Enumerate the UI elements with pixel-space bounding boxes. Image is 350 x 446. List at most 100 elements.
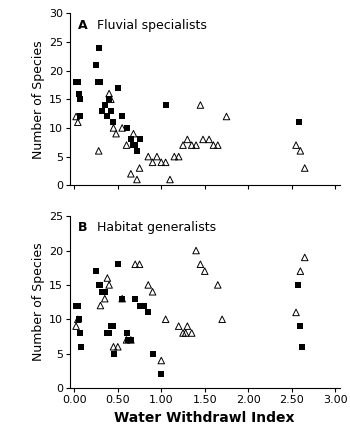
Point [125,336,131,343]
Point [146,309,151,316]
Point [193,141,199,149]
Point [124,330,129,337]
Point [115,84,121,91]
Point [302,254,308,261]
Point [159,357,164,364]
Point [128,336,134,343]
Point [219,316,225,323]
Point [146,153,151,160]
Point [298,322,303,330]
Point [146,281,151,289]
Point [163,316,168,323]
Point [99,288,105,295]
Point [295,281,301,289]
Point [98,78,103,86]
Text: B: B [78,221,88,234]
Point [111,124,116,132]
Point [293,141,299,149]
Point [159,371,164,378]
Point [167,176,173,183]
Point [106,90,112,97]
Point [200,136,206,143]
Point [102,288,107,295]
Point [95,78,100,86]
Y-axis label: Number of Species: Number of Species [32,40,45,159]
Point [102,102,107,109]
Point [183,330,188,337]
Point [128,136,134,143]
Point [299,343,305,351]
Point [96,147,101,154]
Point [150,350,155,357]
Point [119,295,125,302]
Point [76,90,82,97]
Point [108,322,114,330]
Point [202,268,208,275]
Point [96,78,101,86]
Point [98,302,103,309]
Point [298,268,303,275]
Point [98,281,103,289]
Point [296,119,301,126]
Point [163,159,168,166]
Point [293,309,299,316]
Point [115,343,121,351]
Point [99,107,105,114]
Point [128,170,134,178]
Point [180,330,186,337]
Point [159,159,164,166]
Point [184,322,190,330]
Point [75,78,80,86]
Point [73,78,79,86]
Point [73,322,79,330]
Point [184,136,190,143]
Point [150,288,155,295]
Point [124,336,129,343]
X-axis label: Water Withdrawl Index: Water Withdrawl Index [114,410,295,425]
Point [106,330,112,337]
Point [111,119,116,126]
Point [78,343,84,351]
Point [298,147,303,154]
Y-axis label: Number of Species: Number of Species [32,243,45,361]
Point [215,141,220,149]
Point [224,113,229,120]
Point [131,141,136,149]
Point [132,141,138,149]
Point [141,302,147,309]
Point [180,141,186,149]
Point [115,261,121,268]
Point [132,295,138,302]
Text: Fluvial specialists: Fluvial specialists [97,19,207,32]
Point [96,44,101,51]
Point [134,147,140,154]
Point [206,136,212,143]
Text: A: A [78,19,88,32]
Point [302,165,308,172]
Point [198,102,203,109]
Point [75,119,80,126]
Point [137,302,142,309]
Point [215,281,220,289]
Point [128,336,134,343]
Point [134,176,140,183]
Point [77,96,82,103]
Text: Habitat generalists: Habitat generalists [97,221,216,234]
Point [189,141,195,149]
Point [93,62,99,69]
Point [73,302,79,309]
Point [176,153,181,160]
Point [93,268,99,275]
Point [137,136,142,143]
Point [77,330,82,337]
Point [176,322,181,330]
Point [75,316,80,323]
Point [137,261,142,268]
Point [111,343,116,351]
Point [110,322,116,330]
Point [211,141,216,149]
Point [108,107,114,114]
Point [78,113,83,120]
Point [132,261,138,268]
Point [154,153,160,160]
